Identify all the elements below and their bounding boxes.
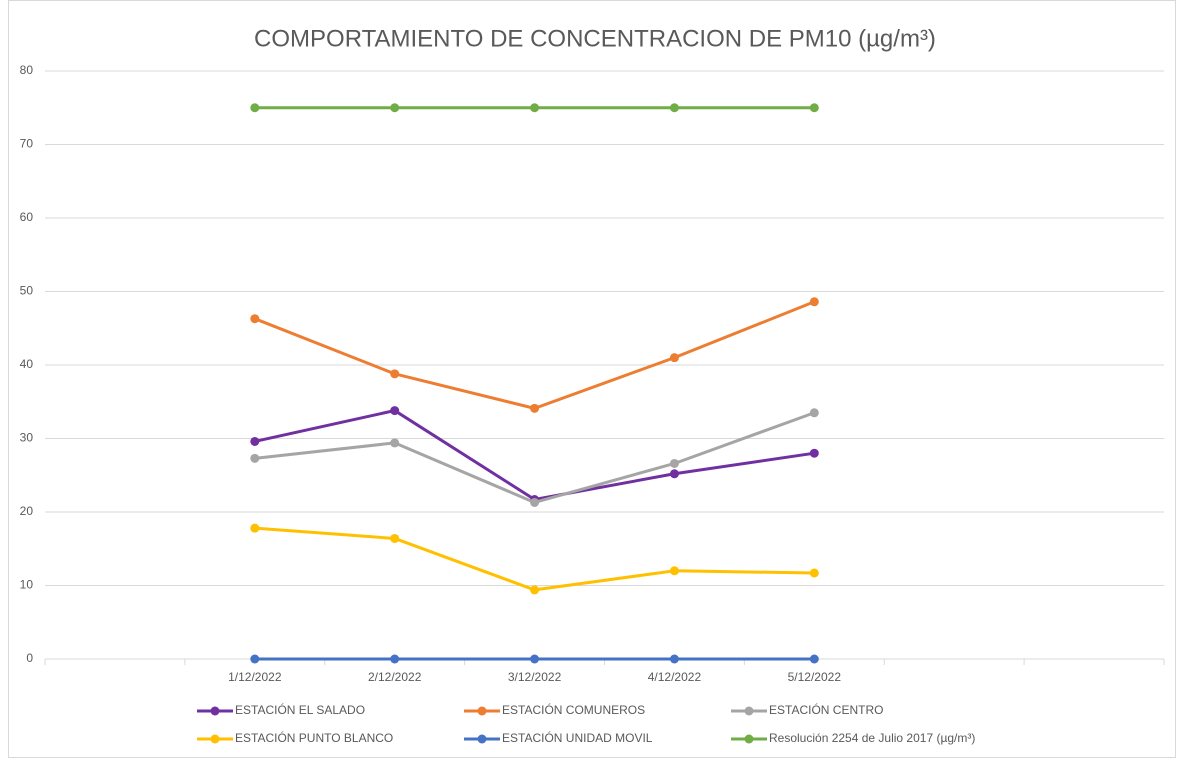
point: [809, 654, 819, 664]
point: [250, 654, 260, 664]
legend-marker: [477, 706, 487, 716]
legend-marker: [744, 734, 754, 744]
point: [669, 469, 679, 479]
point: [530, 103, 540, 113]
chart-border: [8, 0, 1176, 758]
x-tick-label: 5/12/2022: [788, 670, 842, 684]
legend-label: ESTACIÓN CENTRO: [769, 702, 883, 717]
legend-marker: [477, 734, 487, 744]
y-tick-label: 70: [20, 137, 34, 151]
legend-label: ESTACIÓN PUNTO BLANCO: [235, 730, 393, 745]
legend-marker: [744, 706, 754, 716]
legend-label: ESTACIÓN EL SALADO: [235, 702, 365, 717]
y-tick-label: 50: [20, 284, 34, 298]
point: [809, 408, 819, 418]
point: [809, 297, 819, 307]
x-tick-label: 1/12/2022: [228, 670, 282, 684]
point: [669, 103, 679, 113]
legend-marker: [210, 706, 220, 716]
y-tick-label: 80: [20, 63, 34, 77]
legend-marker: [210, 734, 220, 744]
point: [250, 436, 260, 446]
point: [669, 566, 679, 576]
point: [809, 103, 819, 113]
point: [809, 568, 819, 578]
point: [390, 654, 400, 664]
point: [390, 369, 400, 379]
point: [530, 403, 540, 413]
point: [669, 654, 679, 664]
point: [530, 585, 540, 595]
point: [250, 523, 260, 533]
y-tick-label: 40: [20, 357, 34, 371]
chart-title: COMPORTAMIENTO DE CONCENTRACION DE PM10 …: [254, 25, 936, 52]
point: [669, 458, 679, 468]
y-tick-label: 20: [20, 504, 34, 518]
point: [390, 438, 400, 448]
y-tick-label: 10: [20, 578, 34, 592]
y-tick-label: 0: [26, 651, 33, 665]
x-tick-label: 4/12/2022: [648, 670, 702, 684]
legend-label: ESTACIÓN COMUNEROS: [502, 702, 645, 717]
point: [669, 353, 679, 363]
point: [809, 448, 819, 458]
legend-label: Resolución 2254 de Julio 2017 (µg/m³): [769, 731, 975, 745]
point: [390, 103, 400, 113]
point: [530, 654, 540, 664]
x-tick-label: 3/12/2022: [508, 670, 562, 684]
point: [390, 533, 400, 543]
point: [390, 406, 400, 416]
y-tick-label: 30: [20, 431, 34, 445]
x-tick-label: 2/12/2022: [368, 670, 422, 684]
point: [250, 103, 260, 113]
legend-label: ESTACIÓN UNIDAD MOVIL: [502, 730, 653, 745]
point: [250, 314, 260, 324]
y-tick-label: 60: [20, 210, 34, 224]
point: [530, 497, 540, 507]
point: [250, 453, 260, 463]
